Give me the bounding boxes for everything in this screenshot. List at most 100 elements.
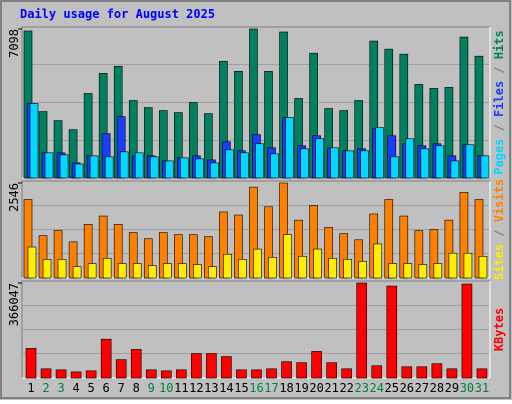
bar — [160, 370, 172, 379]
bar — [358, 261, 368, 279]
bar — [418, 264, 428, 279]
bar — [44, 152, 54, 179]
bar — [223, 253, 232, 279]
x-tick-label: 17 — [264, 381, 278, 395]
x-tick-label: 26 — [400, 381, 414, 395]
bar — [371, 365, 383, 379]
bar — [42, 259, 52, 279]
x-tick-label: 5 — [88, 381, 95, 395]
bar — [104, 156, 114, 179]
bar — [225, 149, 234, 179]
legend: Sites / Visits — [492, 179, 506, 280]
bar — [360, 150, 370, 179]
bar — [221, 356, 232, 379]
x-tick-label: 11 — [174, 381, 188, 395]
bar — [236, 369, 247, 379]
bar — [72, 266, 82, 279]
x-tick-label: 8 — [133, 381, 140, 395]
x-tick-label: 16 — [249, 381, 263, 395]
x-tick-label: 10 — [159, 381, 173, 395]
bar — [298, 256, 307, 279]
bar — [463, 252, 473, 279]
bar — [328, 258, 337, 279]
legend: Pages / Files / Hits — [492, 30, 506, 175]
chart-title: Daily usage for August 2025 — [20, 7, 215, 21]
bar — [40, 368, 52, 379]
bar — [311, 351, 322, 379]
bar — [117, 263, 127, 279]
bar — [315, 138, 324, 179]
bar — [416, 366, 428, 379]
legend-entry: KBytes — [492, 308, 506, 351]
bar — [191, 353, 202, 379]
bar — [145, 369, 157, 379]
x-tick-label: 1 — [27, 381, 34, 395]
x-tick-label: 13 — [204, 381, 218, 395]
x-tick-label: 2 — [42, 381, 49, 395]
legend-entry: Pages — [492, 139, 506, 175]
bar — [27, 246, 37, 279]
x-tick-label: 6 — [103, 381, 110, 395]
bar — [465, 144, 475, 179]
bar — [119, 151, 129, 179]
bar — [431, 363, 443, 379]
bar — [195, 158, 204, 179]
bar — [401, 366, 413, 379]
x-tick-label: 14 — [219, 381, 233, 395]
y-tick-label: 2546 — [7, 183, 21, 212]
x-tick-label: 7 — [118, 381, 125, 395]
bar — [296, 362, 307, 379]
x-tick-label: 31 — [475, 381, 489, 395]
x-tick-label: 29 — [445, 381, 459, 395]
x-tick-label: 9 — [148, 381, 155, 395]
bar — [478, 256, 488, 279]
bar — [420, 148, 430, 179]
legend-separator: / — [492, 59, 506, 81]
bar — [253, 248, 262, 279]
y-tick-label: 7098 — [7, 29, 21, 58]
x-tick-label: 18 — [279, 381, 293, 395]
bar — [132, 263, 142, 279]
x-tick-label: 3 — [57, 381, 64, 395]
bar — [115, 359, 127, 379]
bar — [130, 349, 142, 379]
x-tick-label: 4 — [72, 381, 79, 395]
x-tick-label: 24 — [370, 381, 384, 395]
bar — [162, 263, 172, 279]
bar — [446, 368, 458, 379]
x-tick-label: 19 — [294, 381, 308, 395]
legend-entry: Files — [492, 81, 506, 117]
bar — [164, 160, 174, 179]
bar — [450, 160, 460, 179]
bar — [59, 154, 69, 179]
bar — [251, 369, 262, 379]
bar — [373, 243, 383, 279]
bar — [266, 368, 277, 379]
bar — [87, 263, 97, 279]
bar — [238, 259, 247, 279]
bar — [405, 138, 415, 179]
bar — [356, 282, 368, 379]
bar — [341, 368, 352, 379]
bar — [206, 353, 217, 379]
x-tick-label: 20 — [309, 381, 323, 395]
bar — [147, 265, 157, 279]
bar — [178, 263, 187, 279]
bar — [283, 234, 292, 279]
bar — [281, 361, 292, 379]
bar — [313, 248, 322, 279]
bar — [476, 368, 488, 379]
bar — [134, 152, 144, 179]
bar — [176, 369, 187, 379]
x-tick-label: 25 — [385, 381, 399, 395]
bar — [180, 157, 189, 179]
bar — [403, 263, 413, 279]
y-tick-label: 366047 — [7, 283, 21, 326]
bar — [435, 145, 445, 179]
bar — [85, 370, 97, 379]
bar — [433, 263, 443, 279]
bar — [386, 285, 398, 379]
bar — [102, 258, 112, 279]
bar — [55, 369, 67, 379]
legend-separator: / — [492, 117, 506, 139]
